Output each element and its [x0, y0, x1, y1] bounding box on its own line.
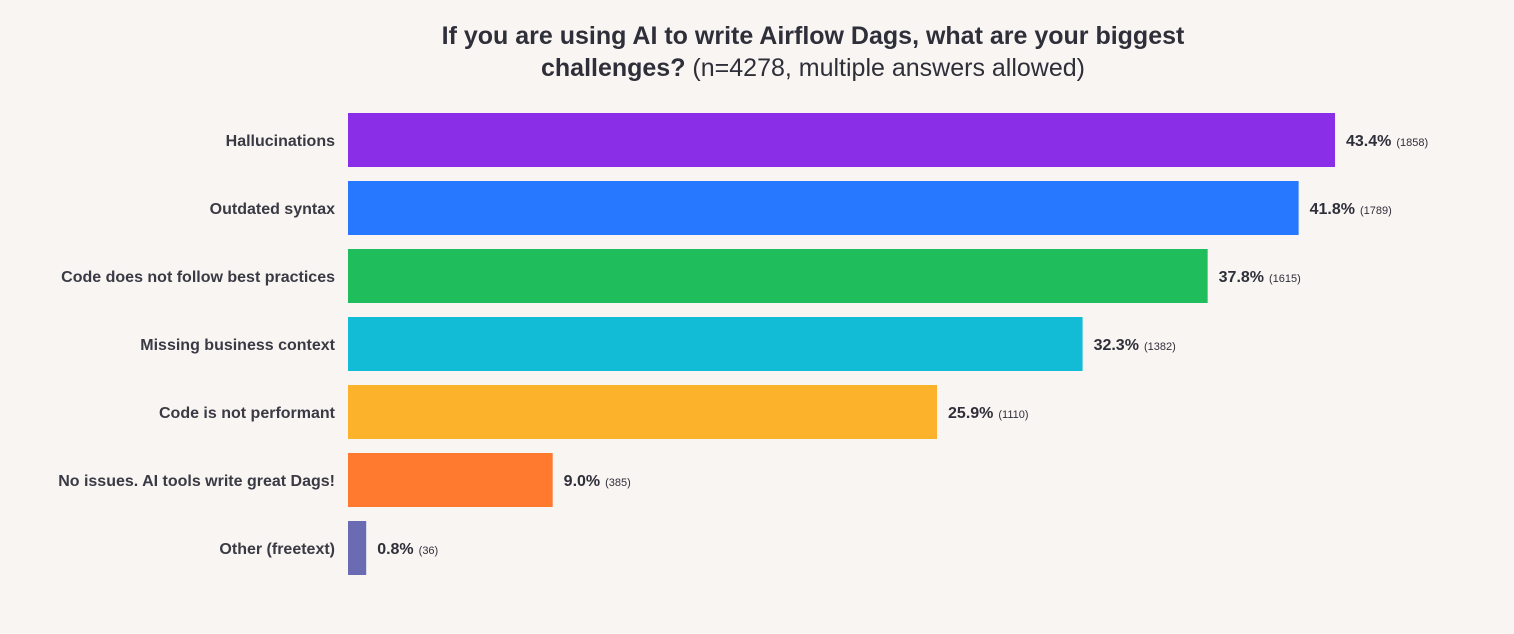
category-label: Code does not follow best practices — [61, 269, 335, 286]
value-label: 25.9% (1110) — [948, 405, 1029, 422]
bar — [348, 249, 1208, 303]
value-percent: 25.9% — [948, 405, 993, 422]
value-label: 9.0% (385) — [564, 473, 631, 490]
value-percent: 41.8% — [1310, 201, 1355, 218]
value-count: (1789) — [1360, 205, 1392, 217]
bar — [348, 453, 553, 507]
category-label: No issues. AI tools write great Dags! — [58, 473, 335, 490]
value-percent: 0.8% — [377, 541, 413, 558]
chart-title-line-1: If you are using AI to write Airflow Dag… — [441, 22, 1185, 50]
category-label: Other (freetext) — [219, 541, 335, 558]
value-count: (1615) — [1269, 273, 1301, 285]
category-label: Outdated syntax — [210, 201, 335, 218]
value-label: 32.3% (1382) — [1094, 337, 1176, 354]
value-percent: 37.8% — [1219, 269, 1264, 286]
value-percent: 43.4% — [1346, 133, 1391, 150]
value-count: (385) — [605, 477, 631, 489]
value-label: 0.8% (36) — [377, 541, 438, 558]
bar — [348, 113, 1335, 167]
category-label: Missing business context — [140, 337, 335, 354]
bar — [348, 385, 938, 439]
category-label: Hallucinations — [226, 133, 335, 150]
chart-title-line-2-bold: challenges? — [540, 54, 686, 82]
value-count: (1110) — [998, 409, 1028, 421]
value-label: 41.8% (1789) — [1310, 201, 1392, 218]
value-count: (1858) — [1396, 137, 1428, 149]
bar — [348, 521, 367, 575]
value-label: 43.4% (1858) — [1346, 133, 1428, 150]
bar — [348, 317, 1083, 371]
category-label: Code is not performant — [159, 405, 336, 422]
bar — [348, 181, 1299, 235]
value-count: (36) — [419, 545, 439, 557]
value-percent: 9.0% — [564, 473, 600, 490]
value-count: (1382) — [1144, 341, 1176, 353]
chart-title: If you are using AI to write Airflow Dag… — [0, 20, 1514, 84]
value-label: 37.8% (1615) — [1219, 269, 1301, 286]
chart-title-line-2-rest: (n=4278, multiple answers allowed) — [685, 54, 1085, 82]
value-percent: 32.3% — [1094, 337, 1139, 354]
